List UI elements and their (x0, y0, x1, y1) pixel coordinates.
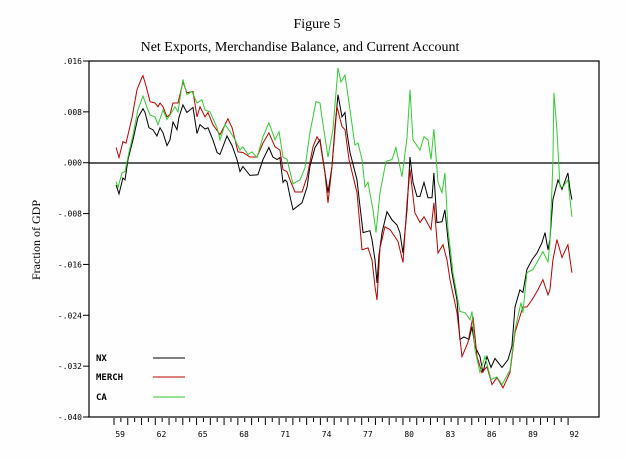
x-tick-label: 62 (157, 430, 167, 439)
y-tick-label: -.032 (58, 362, 82, 371)
x-tick-label: 83 (446, 430, 456, 439)
x-tick-label: 65 (198, 430, 208, 439)
legend-label-merch: MERCH (96, 373, 123, 383)
y-tick-label: .016 (63, 57, 82, 66)
legend-label-nx: NX (96, 354, 107, 364)
x-tick-label: 68 (239, 430, 249, 439)
x-tick-label: 71 (280, 430, 290, 439)
x-tick-label: 74 (322, 430, 332, 439)
y-axis: .016 .008 .000 -.008 -.016 -.024 -.032 -.040 (58, 57, 89, 422)
x-tick-label: 59 (115, 430, 125, 439)
x-axis: 59 62 65 68 71 74 77 80 83 86 89 92 (113, 418, 579, 439)
chart-title: Figure 5 (293, 17, 340, 32)
series-group (115, 67, 573, 389)
x-tick-label: 77 (363, 430, 373, 439)
y-tick-label: -.040 (58, 413, 82, 422)
legend: NX MERCH CA (96, 354, 185, 403)
plot-frame (88, 60, 600, 418)
y-tick-label: .000 (63, 159, 82, 168)
x-tick-label: 89 (528, 430, 538, 439)
y-axis-label: Fraction of GDP (29, 200, 43, 280)
x-tick-label: 86 (487, 430, 497, 439)
series-line-nx (115, 94, 573, 373)
x-tick-label: 92 (569, 430, 579, 439)
y-tick-label: .008 (63, 108, 82, 117)
y-tick-label: -.008 (58, 210, 82, 219)
chart-subtitle: Net Exports, Merchandise Balance, and Cu… (141, 40, 460, 55)
series-line-merch (115, 74, 573, 389)
x-tick-label: 80 (404, 430, 414, 439)
y-tick-label: -.016 (58, 260, 82, 269)
y-tick-label: -.024 (58, 311, 82, 320)
legend-label-ca: CA (96, 393, 107, 403)
series-line-ca (115, 67, 573, 386)
